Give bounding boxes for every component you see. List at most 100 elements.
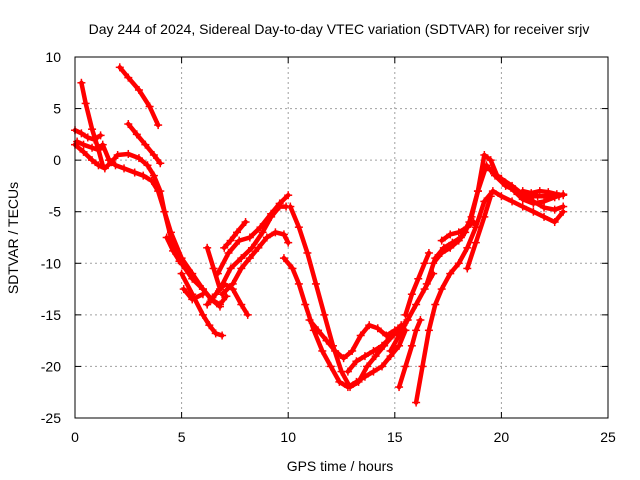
data-point xyxy=(294,279,303,288)
data-point xyxy=(424,326,433,335)
data-point xyxy=(243,310,252,319)
data-point xyxy=(245,254,254,263)
data-point xyxy=(156,159,165,168)
data-point xyxy=(124,73,133,82)
data-point xyxy=(143,161,152,170)
data-point xyxy=(154,187,163,196)
data-point xyxy=(480,150,489,159)
data-point xyxy=(540,212,549,221)
data-point xyxy=(215,285,224,294)
data-point xyxy=(141,140,150,149)
x-tick-label: 15 xyxy=(387,429,403,445)
data-point xyxy=(529,197,538,206)
data-point xyxy=(369,346,378,355)
data-point xyxy=(145,102,154,111)
data-point xyxy=(262,233,271,242)
data-point xyxy=(205,321,214,330)
data-track-6 xyxy=(164,235,189,271)
data-point xyxy=(446,243,455,252)
data-point xyxy=(318,346,327,355)
data-point xyxy=(179,285,188,294)
data-point xyxy=(288,264,297,273)
data-point xyxy=(79,140,88,149)
data-point xyxy=(424,248,433,257)
data-point xyxy=(446,269,455,278)
data-point xyxy=(241,218,250,227)
data-point xyxy=(463,264,472,273)
data-point xyxy=(454,259,463,268)
data-point xyxy=(130,168,139,177)
data-point xyxy=(471,238,480,247)
data-point xyxy=(395,341,404,350)
data-point xyxy=(233,228,242,237)
y-tick-label: 5 xyxy=(53,101,61,117)
data-point xyxy=(177,269,186,278)
data-track-22 xyxy=(413,188,566,405)
data-point xyxy=(237,300,246,309)
data-point xyxy=(371,352,380,361)
chart-title: Day 244 of 2024, Sidereal Day-to-day VTE… xyxy=(89,21,590,37)
data-point xyxy=(346,383,355,392)
data-point xyxy=(222,292,231,301)
data-point xyxy=(115,63,124,72)
data-point xyxy=(527,189,536,198)
data-track-15 xyxy=(281,255,408,390)
data-point xyxy=(271,228,280,237)
data-point xyxy=(486,156,495,165)
data-point xyxy=(559,202,568,211)
data-point xyxy=(311,279,320,288)
data-point xyxy=(365,321,374,330)
data-point xyxy=(386,346,395,355)
data-point xyxy=(320,310,329,319)
data-point xyxy=(237,254,246,263)
data-point xyxy=(314,326,323,335)
x-tick-label: 10 xyxy=(280,429,296,445)
data-point xyxy=(77,129,86,138)
data-point xyxy=(160,207,169,216)
data-point xyxy=(226,236,235,245)
data-point xyxy=(412,326,421,335)
y-tick-label: -10 xyxy=(41,255,61,271)
data-point xyxy=(220,243,229,252)
data-point xyxy=(437,236,446,245)
data-point xyxy=(237,264,246,273)
data-point xyxy=(360,352,369,361)
data-point xyxy=(279,254,288,263)
data-point xyxy=(224,248,233,257)
data-point xyxy=(198,290,207,299)
data-point xyxy=(88,143,97,152)
data-point xyxy=(254,243,263,252)
data-point xyxy=(550,218,559,227)
data-point xyxy=(181,264,190,273)
data-point xyxy=(73,137,82,146)
data-point xyxy=(552,190,561,199)
data-point xyxy=(420,285,429,294)
data-point xyxy=(378,362,387,371)
data-point xyxy=(446,230,455,239)
x-tick-label: 25 xyxy=(600,429,616,445)
data-point xyxy=(401,310,410,319)
data-point xyxy=(139,171,148,180)
data-point xyxy=(401,362,410,371)
data-point xyxy=(544,188,553,197)
data-point xyxy=(188,295,197,304)
data-point xyxy=(373,324,382,333)
data-point xyxy=(303,248,312,257)
data-point xyxy=(113,150,122,159)
data-point xyxy=(77,78,86,87)
data-point xyxy=(120,164,129,173)
data-point xyxy=(226,264,235,273)
y-tick-label: -5 xyxy=(49,204,62,220)
data-point xyxy=(497,174,506,183)
data-point xyxy=(395,331,404,340)
y-tick-label: 0 xyxy=(53,152,61,168)
data-point xyxy=(414,274,423,283)
data-point xyxy=(508,181,517,190)
data-point xyxy=(215,302,224,311)
data-point xyxy=(418,362,427,371)
data-point xyxy=(203,243,212,252)
data-point xyxy=(98,161,107,170)
data-point xyxy=(98,140,107,149)
data-point xyxy=(550,205,559,214)
data-point xyxy=(348,346,357,355)
